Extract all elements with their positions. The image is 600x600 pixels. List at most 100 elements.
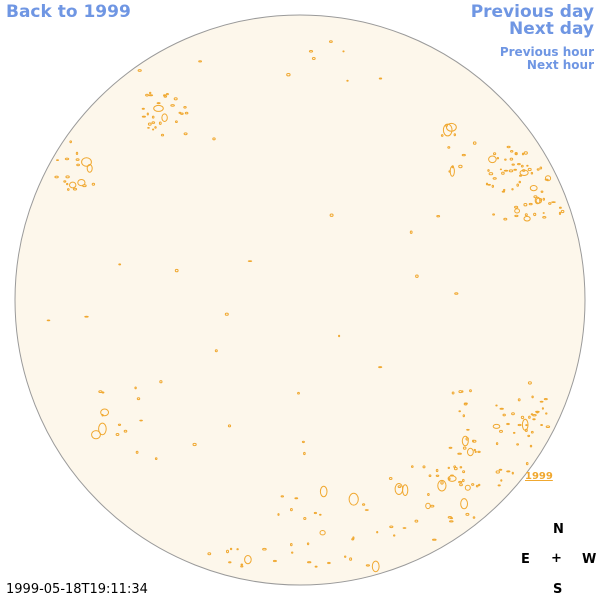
contour-speck [303,517,307,520]
contour-speck [495,470,500,474]
contour-speck [464,484,471,491]
contour-speck [212,137,216,141]
contour-speck [516,443,519,446]
contour-speck [141,115,146,118]
contour-speck [435,474,440,477]
contour-speck [518,180,521,184]
contour-speck [499,168,502,171]
contour-speck [98,422,107,436]
contour-speck [459,483,463,487]
contour-speck [511,188,514,191]
contour-speck [313,511,317,515]
contour-speck [75,158,80,161]
contour-speck [272,559,277,563]
contour-speck [348,492,359,506]
contour-speck [145,93,149,97]
contour-speck [551,201,556,204]
year-link[interactable]: 1999 [525,471,553,482]
compass-south: S [553,582,563,597]
contour-speck [545,425,551,429]
contour-speck [513,168,518,171]
contour-speck [514,153,518,155]
contour-speck [458,410,462,413]
contour-speck [427,493,430,496]
next-hour-link[interactable]: Next hour [526,58,594,72]
contour-speck [540,424,543,426]
contour-speck [115,433,120,436]
contour-speck [86,164,93,173]
previous-hour-link[interactable]: Previous hour [499,45,594,59]
contour-speck [319,513,322,516]
contour-speck [447,466,450,469]
contour-speck [504,158,507,161]
contour-speck [183,132,188,136]
contour-speck [159,380,163,384]
contour-speck [529,444,533,448]
previous-day-link[interactable]: Previous day [470,2,594,22]
contour-speck [69,181,77,189]
contour-speck [65,175,70,179]
contour-speck [329,213,334,217]
contour-speck [462,446,467,450]
contour-speck [534,196,541,205]
contour-speck [543,398,548,401]
contour-speck [525,424,528,427]
contour-speck [530,171,534,175]
contour-speck [498,468,503,471]
contour-speck [147,127,150,129]
contour-speck [56,159,59,162]
contour-speck [497,484,501,487]
contour-speck [503,188,506,192]
contour-speck [165,93,169,96]
contour-speck [319,485,328,498]
contour-speck [247,260,253,263]
contour-speck [75,151,79,155]
contour-speck [471,483,475,486]
next-day-link[interactable]: Next day [509,19,594,39]
contour-speck [153,104,164,112]
contour-speck [227,424,232,428]
contour-speck [72,187,78,191]
contour-speck [544,178,549,181]
contour-speck [173,97,178,101]
contour-speck [415,274,419,278]
contour-speck [463,402,468,406]
contour-speck [477,450,481,453]
contour-speck [149,91,152,95]
contour-speck [147,122,152,126]
contour-speck [146,112,149,116]
back-to-year-link[interactable]: Back to 1999 [6,2,131,22]
contour-speck [449,520,454,523]
contour-speck [388,477,393,480]
contour-speck [158,121,162,125]
contour-speck [393,534,396,537]
contour-speck [148,94,154,97]
contour-speck [91,430,101,440]
contour-speck [54,175,59,179]
contour-speck [440,481,444,485]
contour-speck [473,448,476,452]
contour-speck [342,50,345,53]
contour-speck [308,50,314,53]
contour-speck [349,557,353,561]
contour-speck [545,412,548,415]
contour-speck [447,146,451,149]
contour-speck [521,152,525,156]
compass-north: N [553,522,564,537]
contour-speck [160,133,165,137]
contour-speck [519,169,529,177]
contour-speck [192,442,197,447]
contour-speck [306,542,310,546]
contour-speck [508,169,514,173]
contour-speck [475,484,479,488]
contour-speck [66,182,69,186]
magnetic-contours [46,40,565,573]
contour-speck [527,167,532,172]
contour-speck [496,157,500,160]
contour-speck [428,474,432,478]
contour-speck [64,157,70,161]
contour-speck [525,462,529,466]
contour-speck [314,565,318,568]
contour-speck [523,215,531,222]
observation-timestamp: 1999-05-18T19:11:34 [6,582,148,597]
